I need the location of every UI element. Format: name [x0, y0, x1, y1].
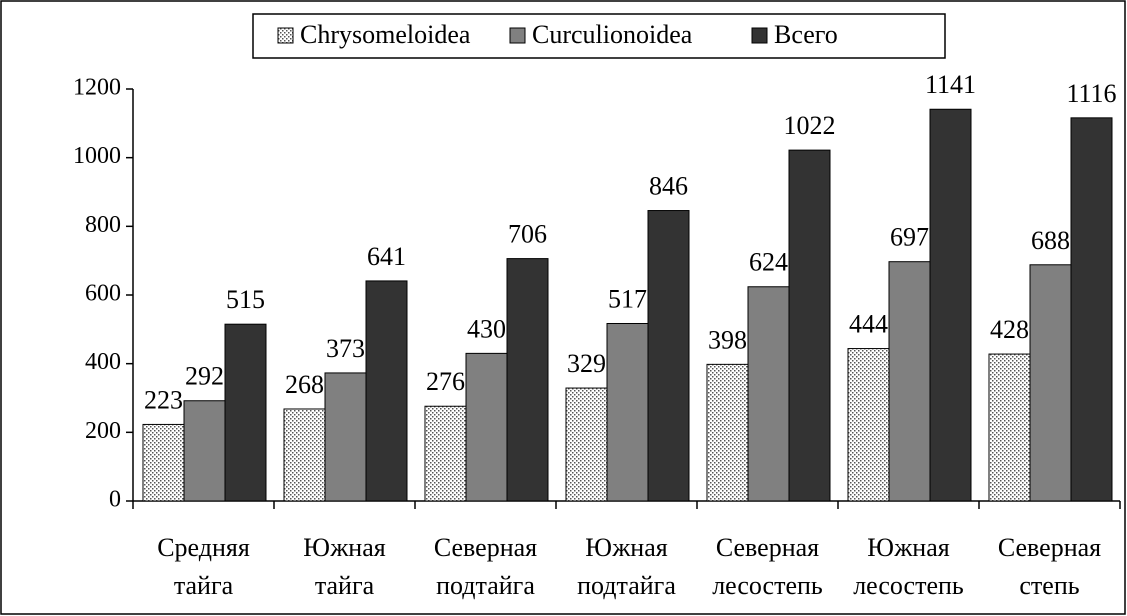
data-label: 641 — [367, 242, 406, 271]
data-label: 430 — [467, 314, 506, 343]
data-label: 373 — [326, 334, 365, 363]
bar — [465, 352, 508, 502]
data-label: 846 — [649, 172, 688, 201]
legend-swatch — [751, 27, 768, 44]
bar — [788, 149, 831, 502]
y-tick-label: 0 — [109, 487, 121, 513]
data-label: 223 — [144, 385, 183, 414]
data-label: 428 — [990, 315, 1029, 344]
data-label: 398 — [708, 325, 747, 354]
legend-swatch — [509, 27, 526, 44]
bar — [606, 322, 649, 502]
bar — [365, 280, 408, 502]
data-label: 515 — [226, 285, 265, 314]
data-label: 276 — [426, 367, 465, 396]
bar — [1070, 117, 1113, 502]
data-label: 706 — [508, 220, 547, 249]
y-tick-label: 600 — [85, 281, 121, 307]
bar — [224, 323, 267, 502]
bar — [988, 353, 1031, 502]
data-label: 688 — [1031, 226, 1070, 255]
data-label: 697 — [890, 223, 929, 252]
bar — [183, 400, 226, 502]
y-tick-label: 1000 — [73, 143, 121, 169]
x-tick-label: Южная тайга — [303, 533, 385, 600]
bar — [706, 363, 749, 502]
legend-label: Всего — [774, 20, 838, 49]
x-tick-label: Южная подтайга — [577, 533, 676, 600]
legend-box — [252, 13, 946, 59]
y-tick-label: 400 — [85, 349, 121, 375]
data-label: 268 — [285, 370, 324, 399]
x-tick-label: Северная лесостепь — [712, 533, 823, 600]
data-label: 329 — [567, 349, 606, 378]
bar — [929, 108, 972, 502]
bar — [283, 408, 326, 502]
data-label: 624 — [749, 248, 788, 277]
data-label: 444 — [849, 310, 888, 339]
bar — [888, 261, 931, 502]
x-tick-label: Северная степь — [998, 533, 1101, 600]
data-label: 292 — [185, 362, 224, 391]
bar — [565, 387, 608, 502]
x-tick-label: Средняя тайга — [157, 533, 250, 600]
bar — [647, 210, 690, 502]
data-label: 1116 — [1066, 79, 1116, 108]
bar — [142, 423, 185, 502]
x-tick-label: Южная лесостепь — [853, 533, 964, 600]
bar — [324, 372, 367, 502]
legend-label: Chrysomeloidea — [300, 20, 471, 49]
bar — [747, 286, 790, 502]
x-tick-label: Северная подтайга — [434, 533, 537, 600]
bar — [847, 348, 890, 502]
legend-label: Curculionoidea — [532, 20, 693, 49]
data-label: 1022 — [784, 111, 836, 140]
y-tick-label: 800 — [85, 212, 121, 238]
bar — [1029, 264, 1072, 502]
data-label: 1141 — [925, 70, 976, 99]
y-tick-label: 200 — [85, 418, 121, 444]
bar — [424, 405, 467, 502]
bar — [506, 258, 549, 502]
legend-swatch — [277, 27, 294, 44]
data-label: 517 — [608, 284, 647, 313]
y-tick-label: 1200 — [73, 75, 121, 101]
